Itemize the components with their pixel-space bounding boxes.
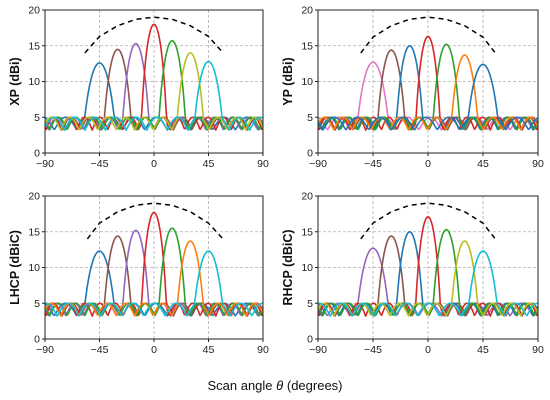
- xp-x-tick-label: 90: [257, 158, 269, 170]
- lhcp-y-tick-label: 20: [28, 191, 40, 203]
- lhcp-y-tick-label: 0: [34, 334, 40, 346]
- yp-x-tick-label: −45: [364, 158, 382, 170]
- panel-lhcp: −90 −45 0 45 90 0 5 10 15 20 LHCP (dBiC): [8, 191, 269, 357]
- yp-y-tick-label: 15: [301, 40, 313, 52]
- yp-y-tick-label: 0: [307, 148, 313, 160]
- panel-rhcp: −90 −45 0 45 90 0 5 10 15 20 RHCP (dBiC): [281, 191, 544, 357]
- rhcp-series-line-4: [318, 215, 538, 317]
- xp-y-tick-label: 20: [28, 5, 40, 17]
- yp-x-tick-label: −90: [309, 158, 327, 170]
- rhcp-x-tick-label: 0: [425, 344, 431, 356]
- lhcp-y-tick-label: 15: [28, 226, 40, 238]
- lhcp-y-tick-label: 10: [28, 262, 40, 274]
- xp-x-tick-label: 0: [151, 158, 157, 170]
- lhcp-x-tick-label: 45: [203, 344, 215, 356]
- xp-x-tick-label: −90: [36, 158, 54, 170]
- lhcp-series-line-7: [45, 250, 263, 317]
- yp-series-line-4: [318, 35, 538, 131]
- yp-y-tick-label: 20: [301, 5, 313, 17]
- rhcp-y-tick-label: 0: [307, 334, 313, 346]
- yp-envelope-line: [360, 16, 496, 54]
- rhcp-y-tick-label: 10: [301, 262, 313, 274]
- xp-x-tick-label: 45: [203, 158, 215, 170]
- xp-y-tick-label: 10: [28, 76, 40, 88]
- yp-y-tick-label: 5: [307, 112, 313, 124]
- lhcp-y-axis-label: LHCP (dBiC): [8, 230, 22, 305]
- yp-series-line-7: [318, 63, 538, 131]
- rhcp-y-tick-label: 15: [301, 226, 313, 238]
- lhcp-x-tick-label: 90: [257, 344, 269, 356]
- yp-x-tick-label: 45: [477, 158, 489, 170]
- panel-xp: −90 −45 0 45 90 0 5 10 15 20 XP (dBi): [8, 5, 269, 171]
- rhcp-x-tick-label: −45: [364, 344, 382, 356]
- rhcp-series-line-7: [318, 250, 538, 317]
- lhcp-x-tick-label: 0: [151, 344, 157, 356]
- lhcp-x-tick-label: −45: [91, 344, 109, 356]
- yp-series-line-6: [318, 54, 538, 131]
- rhcp-x-tick-label: −90: [309, 344, 327, 356]
- xp-series-line-6: [45, 52, 263, 131]
- lhcp-series-line-4: [45, 211, 263, 317]
- yp-x-tick-label: 90: [532, 158, 544, 170]
- xp-y-axis-label: XP (dBi): [8, 57, 22, 105]
- xp-series-group: [45, 23, 263, 131]
- yp-y-axis-label: YP (dBi): [281, 57, 295, 105]
- yp-series-group: [318, 35, 538, 131]
- lhcp-y-tick-label: 5: [34, 298, 40, 310]
- xp-y-tick-label: 0: [34, 148, 40, 160]
- yp-x-tick-label: 0: [425, 158, 431, 170]
- rhcp-x-tick-label: 45: [477, 344, 489, 356]
- lhcp-envelope-line: [86, 202, 225, 241]
- rhcp-x-tick-label: 90: [532, 344, 544, 356]
- figure-x-axis-label: Scan angle θ (degrees): [207, 378, 342, 393]
- xp-series-line-4: [45, 23, 263, 131]
- rhcp-y-tick-label: 20: [301, 191, 313, 203]
- lhcp-series-group: [45, 211, 263, 317]
- rhcp-series-group: [318, 215, 538, 317]
- xp-y-tick-label: 5: [34, 112, 40, 124]
- rhcp-y-axis-label: RHCP (dBiC): [281, 229, 295, 305]
- yp-y-tick-label: 10: [301, 76, 313, 88]
- lhcp-x-tick-label: −90: [36, 344, 54, 356]
- xp-y-tick-label: 15: [28, 40, 40, 52]
- xp-envelope-line: [84, 16, 224, 54]
- xp-series-line-7: [45, 60, 263, 131]
- rhcp-envelope-line: [360, 202, 496, 240]
- rhcp-y-tick-label: 5: [307, 298, 313, 310]
- xp-x-tick-label: −45: [91, 158, 109, 170]
- panel-yp: −90 −45 0 45 90 0 5 10 15 20 YP (dBi): [281, 5, 544, 171]
